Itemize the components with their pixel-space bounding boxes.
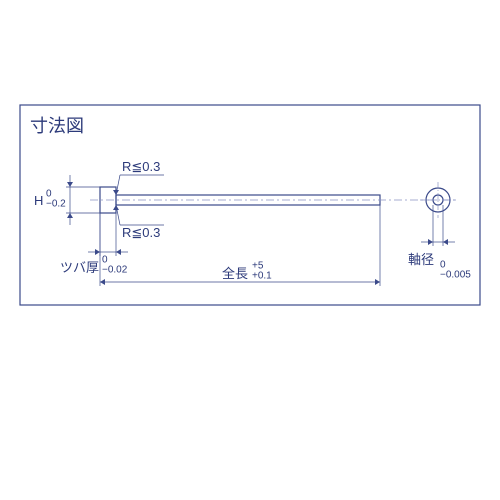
r-lower-label: R≦0.3 <box>122 225 160 240</box>
drawing-title: 寸法図 <box>30 116 84 136</box>
tolerance-lower: −0.02 <box>102 265 128 276</box>
h-label: H <box>34 193 43 208</box>
flange-label: ツバ厚 <box>60 260 99 275</box>
tolerance-lower: −0.005 <box>440 270 471 281</box>
tolerance-lower: +0.1 <box>252 271 272 282</box>
r-upper-label: R≦0.3 <box>122 159 160 174</box>
tolerance-lower: −0.2 <box>46 199 66 210</box>
length-label: 全長 <box>222 266 248 281</box>
diameter-label: 軸径 <box>408 252 434 267</box>
